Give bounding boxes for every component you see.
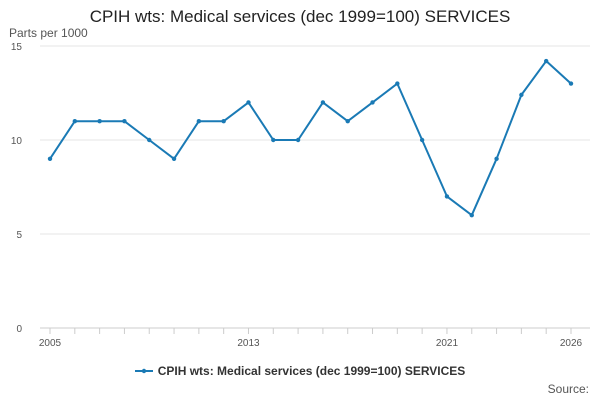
legend: CPIH wts: Medical services (dec 1999=100… bbox=[0, 364, 600, 378]
data-point bbox=[47, 156, 53, 161]
legend-line-marker bbox=[134, 368, 153, 374]
data-point bbox=[147, 137, 152, 143]
data-point bbox=[469, 213, 474, 218]
data-point bbox=[171, 156, 177, 161]
y-tick-label: 0 bbox=[16, 324, 22, 335]
data-point bbox=[221, 119, 226, 124]
data-point bbox=[97, 119, 102, 124]
data-point bbox=[246, 100, 251, 105]
grid-lines bbox=[40, 45, 590, 329]
data-point bbox=[370, 100, 375, 105]
y-tick-label: 5 bbox=[16, 230, 22, 241]
data-point bbox=[271, 137, 276, 143]
y-tick-label: 10 bbox=[11, 136, 23, 147]
x-tick-label: 2026 bbox=[560, 338, 583, 349]
data-point bbox=[543, 58, 549, 64]
data-point bbox=[444, 194, 450, 199]
x-tick-label: 2005 bbox=[39, 338, 62, 349]
series-line-group bbox=[47, 58, 574, 218]
chart-title: CPIH wts: Medical services (dec 1999=100… bbox=[89, 7, 511, 26]
data-point bbox=[196, 119, 202, 124]
data-point bbox=[345, 119, 350, 124]
series-line bbox=[49, 60, 572, 217]
data-point bbox=[395, 81, 400, 86]
data-point bbox=[122, 119, 127, 124]
data-point bbox=[419, 137, 425, 143]
y-axis-ticks: 0 5 10 15 bbox=[11, 42, 23, 335]
legend-label: CPIH wts: Medical services (dec 1999=100… bbox=[157, 364, 466, 378]
data-point bbox=[494, 156, 499, 161]
y-axis-label: Parts per 1000 bbox=[9, 26, 88, 40]
source-label: Source: bbox=[547, 382, 589, 396]
data-point bbox=[568, 81, 574, 86]
x-tick-label: 2021 bbox=[436, 338, 459, 349]
y-tick-label: 15 bbox=[11, 42, 23, 53]
data-point bbox=[72, 119, 78, 124]
x-tick-label: 2013 bbox=[237, 338, 260, 349]
x-axis: 2005 2013 2021 2026 bbox=[39, 327, 590, 349]
data-point bbox=[295, 137, 301, 143]
data-point bbox=[519, 92, 524, 98]
data-point bbox=[320, 100, 326, 105]
